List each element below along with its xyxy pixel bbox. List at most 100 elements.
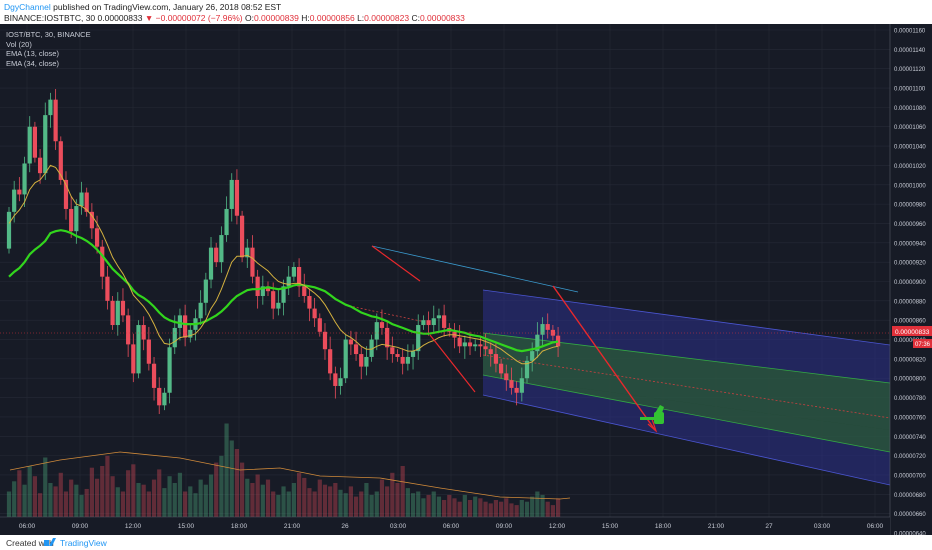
volume-bar [488, 503, 493, 517]
candle-body [27, 126, 32, 164]
volume-bar [245, 478, 250, 517]
chart-area[interactable]: 0.00001160 0.00001140 0.00001120 0.00001100… [0, 24, 932, 538]
volume-bar [483, 501, 488, 517]
y-tick-label: 0.00000960 [894, 222, 926, 228]
volume-bar [317, 479, 322, 517]
volume-bar [499, 501, 504, 517]
y-tick-label: 0.00000900 [894, 280, 926, 286]
channel-middle-band [483, 333, 890, 452]
candle-body [400, 356, 405, 364]
candle-body [405, 356, 410, 364]
candle-body [555, 335, 561, 347]
time-axis-bg [0, 517, 890, 535]
volume-bar [74, 484, 79, 517]
volume-bar [400, 466, 405, 517]
volume-bars [6, 423, 561, 517]
volume-ma-line [9, 451, 571, 500]
candle-body [6, 211, 12, 249]
candle-body [307, 296, 312, 309]
candle-body [84, 192, 89, 212]
candle-body [58, 141, 63, 180]
tradingview-brand[interactable]: TradingView [60, 538, 107, 548]
volume-bar [120, 491, 126, 517]
candle-body [260, 286, 265, 297]
volume-bar [208, 474, 214, 517]
legend-ema34[interactable]: EMA (34, close) [6, 58, 59, 68]
volume-bar [447, 494, 452, 517]
candle-body [338, 378, 343, 386]
candle-body [214, 247, 219, 263]
volume-bar [172, 483, 177, 517]
projection-arrow [552, 285, 656, 431]
legend-volume[interactable]: Vol (20) [6, 39, 32, 49]
volume-bar [291, 483, 296, 517]
volume-bar [53, 486, 58, 517]
volume-bar [353, 496, 359, 517]
ema34-line [8, 229, 559, 353]
x-tick-label: 26 [341, 523, 349, 530]
candle-body [457, 337, 462, 347]
channel-top-line [482, 289, 891, 346]
close-label: C: [411, 13, 420, 23]
candle-body [483, 346, 488, 350]
x-tick-label: 12:00 [125, 523, 142, 530]
volume-bar [115, 487, 120, 517]
candle-body [296, 266, 302, 287]
y-tick-label: 0.00000820 [894, 357, 926, 363]
candle-body [255, 276, 260, 297]
volume-bar [328, 486, 333, 517]
volume-bar [157, 469, 162, 517]
volume-bar [110, 476, 115, 517]
volume-bar [126, 470, 131, 517]
author-link[interactable]: DgyChannel [4, 2, 51, 12]
low-value: 0.00000823 [364, 13, 410, 23]
candle-body [281, 286, 286, 303]
regression-channel [344, 245, 891, 486]
volume-bar [431, 491, 436, 517]
x-tick-label: 27 [765, 523, 773, 530]
last-price-badge-text: 0.00000833 [895, 329, 930, 336]
y-tick-label: 0.00000660 [894, 512, 926, 518]
candle-body [183, 315, 188, 338]
x-tick-label: 09:00 [72, 523, 89, 530]
volume-bar [359, 491, 364, 517]
candle-body [514, 387, 519, 393]
legend-symbol[interactable]: IOST/BTC, 30, BINANCE [6, 30, 91, 39]
y-tick-label: 0.00001000 [894, 183, 926, 189]
volume-bar [462, 494, 467, 517]
x-tick-label: 15:00 [178, 523, 195, 530]
candle-body [136, 325, 141, 374]
candle-body [390, 347, 395, 355]
candle-body [115, 300, 120, 326]
volume-bar [302, 477, 307, 517]
x-tick-label: 21:00 [708, 523, 725, 530]
price-chart[interactable]: 0.00001160 0.00001140 0.00001120 0.00001100… [0, 24, 932, 538]
candle-body [343, 339, 348, 379]
volume-bar [79, 494, 84, 517]
candle-body [167, 347, 172, 393]
price-badges: 0.00000833 07:36 [0, 326, 932, 348]
candle-body [302, 286, 307, 297]
channel-bottom-line [482, 394, 891, 486]
y-tick-label: 0.00000680 [894, 493, 926, 499]
candle-body [245, 247, 250, 258]
candle-body [208, 247, 214, 280]
candle-body [379, 322, 385, 328]
volume-bar [405, 488, 410, 517]
candle-body [271, 291, 276, 309]
candle-body [509, 380, 514, 388]
volume-bar [94, 478, 100, 517]
volume-bar [550, 505, 555, 517]
countdown-badge [913, 339, 932, 348]
legend-ema13[interactable]: EMA (13, close) [6, 49, 59, 58]
candle-body [369, 339, 374, 357]
volume-bar [276, 494, 281, 517]
volume-bar [69, 479, 74, 517]
volume-bar [58, 472, 63, 517]
tradingview-logo-icon [44, 538, 56, 546]
volume-bar [514, 505, 519, 517]
candle-body [431, 318, 436, 326]
volume-bar [519, 500, 524, 517]
candle-body [94, 228, 100, 247]
volume-bar [193, 493, 198, 517]
